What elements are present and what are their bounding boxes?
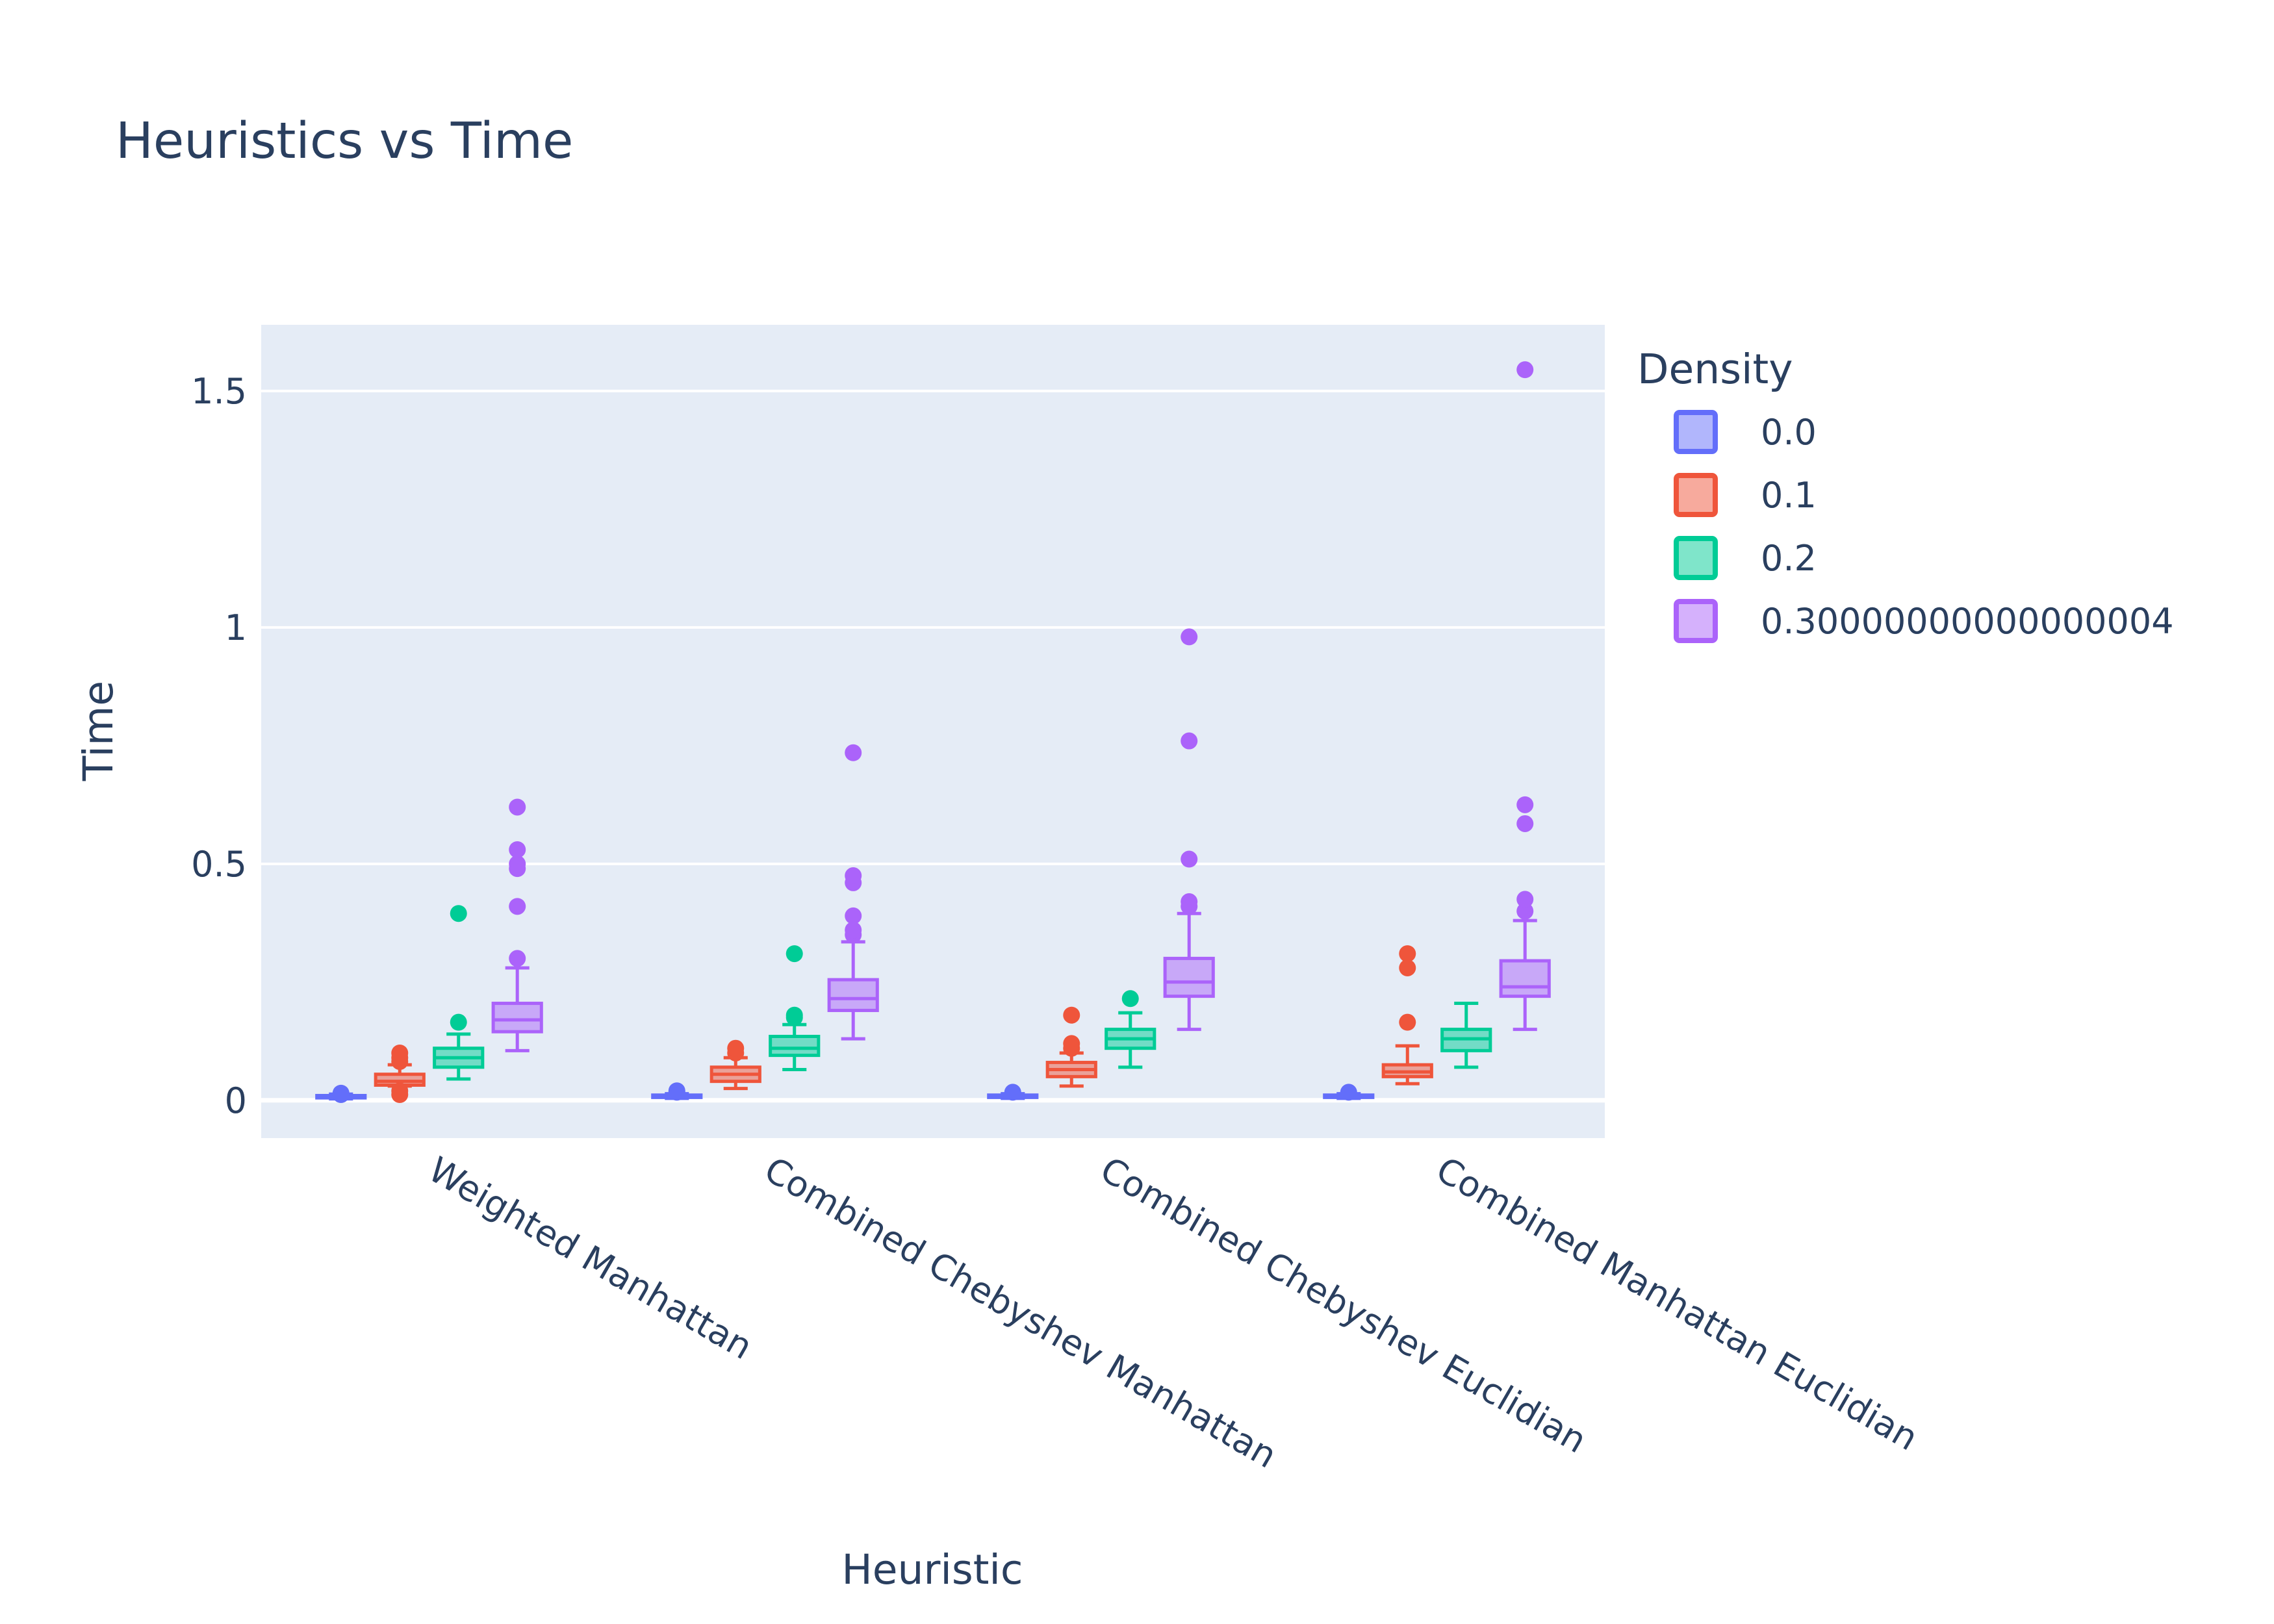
series-3[interactable] [491,361,1551,1052]
outlier-point [786,945,803,963]
outlier-point [1516,815,1534,832]
legend-item[interactable]: 0.1 [1674,473,1817,517]
box[interactable] [1045,1006,1097,1088]
box[interactable] [651,1082,703,1101]
legend-item[interactable]: 0.2 [1674,536,1817,580]
box-body [827,978,879,1012]
outlier-point [786,1006,803,1024]
y-tick-label: 1.5 [191,371,247,412]
outlier-point [509,950,526,967]
legend-label: 0.0 [1761,412,1817,453]
legend-label: 0.2 [1761,538,1817,579]
box-body [491,1002,543,1034]
outlier-point [1181,628,1198,646]
x-axis-title: Heuristic [841,1546,1023,1593]
box[interactable] [769,945,821,1071]
box[interactable] [491,798,543,1052]
outlier-point [1399,959,1416,976]
outlier-point [1063,1035,1080,1052]
outlier-point [1181,893,1198,911]
box[interactable] [1440,1002,1492,1069]
outlier-point [1004,1084,1021,1101]
legend-items[interactable]: 0.0 0.1 0.2 0.30000000000000004 [1674,410,2174,643]
series-1[interactable] [374,945,1433,1104]
box[interactable] [987,1084,1039,1101]
outlier-point [391,1044,409,1061]
outlier-point [391,1082,409,1100]
legend-label: 0.30000000000000004 [1761,601,2174,642]
outlier-point [845,867,862,885]
box-body [1163,956,1215,998]
box[interactable] [1381,945,1433,1085]
outlier-point [509,855,526,872]
outlier-point [450,1013,467,1031]
y-axis-title: Time [75,681,122,781]
outlier-point [1516,796,1534,813]
legend[interactable]: Density 0.0 0.1 0.2 0.30000000000000004 [1637,346,2174,643]
outlier-point [1399,1013,1416,1031]
y-tick-label: 0.5 [191,844,247,885]
box-body [1499,959,1551,998]
outlier-point [1399,945,1416,963]
legend-title: Density [1637,346,1793,393]
outlier-point [1181,850,1198,868]
plot-area [261,325,1605,1138]
gridlines [261,389,1605,1103]
outlier-point [845,744,862,761]
legend-label: 0.1 [1761,475,1817,516]
box[interactable] [1163,628,1215,1032]
outlier-point [1340,1084,1357,1101]
box[interactable] [827,744,879,1041]
legend-item[interactable]: 0.30000000000000004 [1674,599,2174,643]
box[interactable] [1499,361,1551,1032]
outlier-point [1063,1006,1080,1024]
box[interactable] [1105,990,1156,1069]
box-body [769,1035,821,1058]
box[interactable] [374,1044,426,1104]
outlier-point [668,1082,685,1100]
chart-title: Heuristics vs Time [116,112,573,170]
box[interactable] [1323,1084,1375,1101]
outlier-point [509,798,526,816]
legend-swatch [1674,410,1718,454]
y-tick-label: 1 [225,607,247,648]
legend-swatch [1674,536,1718,580]
outlier-point [845,921,862,939]
series-0[interactable] [315,1082,1375,1104]
legend-swatch [1674,599,1718,643]
box[interactable] [709,1039,761,1091]
outlier-point [450,905,467,922]
outlier-point [1121,990,1139,1008]
outlier-point [509,898,526,915]
outlier-point [509,841,526,858]
outlier-point [1516,361,1534,379]
outlier-point [1516,902,1534,920]
outlier-point [1516,891,1534,908]
legend-swatch [1674,473,1718,517]
outlier-point [845,907,862,924]
y-tick-label: 0 [225,1080,247,1121]
outlier-point [727,1039,745,1057]
series-2[interactable] [433,905,1492,1081]
legend-item[interactable]: 0.0 [1674,410,1817,454]
outlier-point [332,1084,350,1102]
y-tick-labels: 0 0.5 1 1.5 [191,371,247,1121]
box-plots [315,361,1551,1104]
box[interactable] [315,1084,367,1104]
box[interactable] [433,905,485,1081]
outlier-point [1181,732,1198,750]
